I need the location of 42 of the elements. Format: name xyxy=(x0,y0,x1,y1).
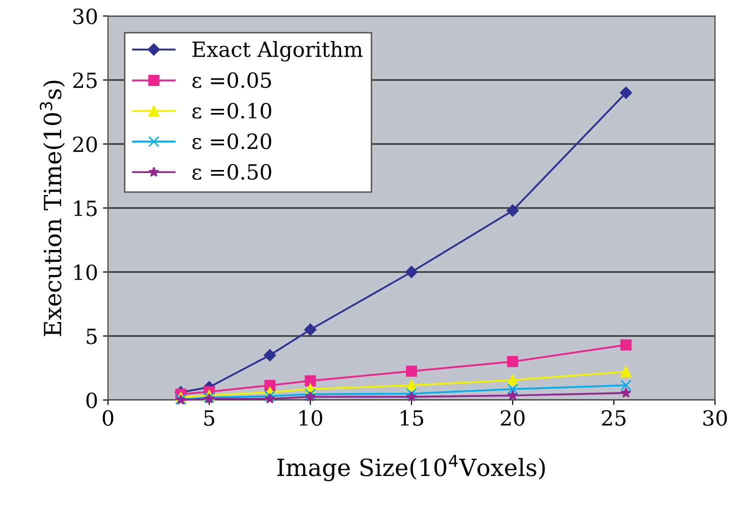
legend-label: ε =0.50 xyxy=(192,164,272,180)
legend-label: Exact Algorithm xyxy=(192,41,363,62)
point xyxy=(620,339,632,351)
point xyxy=(264,393,276,404)
point xyxy=(304,375,316,386)
y-tick-label: 5 xyxy=(86,328,97,344)
point xyxy=(304,388,316,400)
x-tick-label: 0 xyxy=(102,410,114,426)
point xyxy=(406,366,418,377)
x-tick-label: 15 xyxy=(400,410,424,426)
y-tick-label: 15 xyxy=(74,200,97,216)
point xyxy=(507,356,518,368)
y-tick-label: 10 xyxy=(74,264,97,280)
y-tick-label: 30 xyxy=(73,8,97,24)
point xyxy=(620,380,632,391)
point xyxy=(507,374,518,386)
legend-label: ε =0.10 xyxy=(192,102,272,119)
point xyxy=(264,349,276,362)
point xyxy=(406,391,417,402)
x-tick-label: 30 xyxy=(703,410,727,426)
y-tick-label: 25 xyxy=(73,72,97,88)
y-axis-title: Execution Time(10$^{3}$s) xyxy=(40,80,65,336)
x-tick-label: 25 xyxy=(602,410,626,426)
y-tick-label: 0 xyxy=(86,392,97,408)
point xyxy=(507,384,518,395)
x-tick-label: 5 xyxy=(204,410,214,426)
legend-label: ε =0.20 xyxy=(192,133,272,150)
point xyxy=(620,86,632,99)
point xyxy=(406,380,418,391)
point xyxy=(264,390,276,402)
point xyxy=(507,390,518,400)
x-tick-label: 10 xyxy=(300,410,322,426)
point xyxy=(304,324,316,336)
x-tick-label: 20 xyxy=(500,410,525,426)
y-tick-label: 20 xyxy=(73,136,97,152)
point xyxy=(620,366,632,378)
point xyxy=(305,391,316,402)
point xyxy=(506,204,519,217)
x-axis-title: Image Size(10$^{4}$Voxels) xyxy=(277,454,545,482)
legend-label: ε =0.05 xyxy=(192,72,271,88)
point xyxy=(405,266,418,278)
point xyxy=(620,387,632,398)
